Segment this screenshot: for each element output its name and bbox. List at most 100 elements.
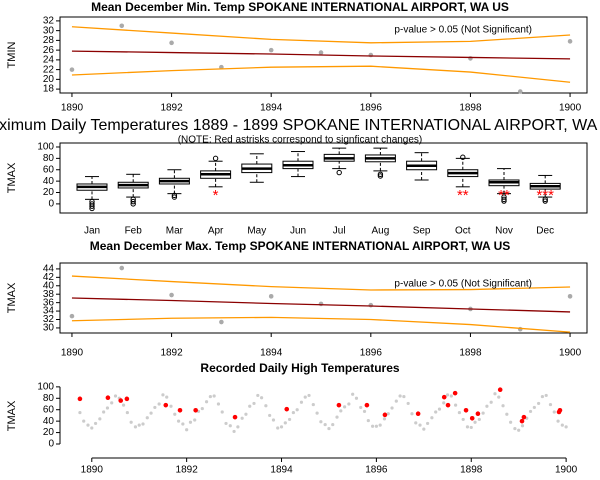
x-tick-label: 1900 bbox=[559, 103, 582, 114]
y-tick-label: 38 bbox=[43, 289, 55, 300]
x-tick-label: 1898 bbox=[459, 348, 482, 359]
daily-high bbox=[121, 403, 126, 407]
y-tick-label: 28 bbox=[43, 35, 55, 46]
x-tick-label: Jun bbox=[290, 226, 306, 237]
outlier bbox=[542, 196, 548, 203]
y-tick-label: 40 bbox=[43, 280, 55, 291]
record-high bbox=[364, 402, 370, 408]
daily-high bbox=[366, 418, 370, 423]
record-high bbox=[177, 407, 183, 413]
daily-high bbox=[93, 421, 98, 426]
daily-high bbox=[406, 401, 410, 406]
daily-high bbox=[537, 401, 541, 406]
lower-band bbox=[71, 316, 571, 333]
daily-high bbox=[445, 393, 450, 397]
y-tick-label: 20 bbox=[43, 427, 55, 438]
daily-high bbox=[311, 402, 315, 407]
significance-asterisk: * bbox=[213, 187, 219, 204]
y-tick-label: 32 bbox=[43, 16, 55, 27]
daily-high bbox=[469, 425, 473, 430]
y-tick-label: 32 bbox=[43, 314, 55, 325]
upper-band bbox=[71, 26, 571, 44]
y-tick-label: 20 bbox=[43, 74, 55, 85]
y-tick-label: 80 bbox=[43, 153, 55, 164]
daily-high bbox=[520, 424, 525, 428]
daily-high bbox=[323, 422, 327, 427]
x-tick-label: 1892 bbox=[160, 348, 183, 359]
y-tick-label: 100 bbox=[37, 381, 54, 392]
daily-high bbox=[390, 406, 394, 410]
data-point bbox=[119, 265, 125, 271]
outlier bbox=[460, 154, 466, 160]
record-high bbox=[232, 414, 238, 420]
daily-high bbox=[402, 394, 406, 399]
daily-high bbox=[252, 401, 256, 406]
daily-high bbox=[220, 410, 224, 414]
daily-high bbox=[78, 410, 82, 415]
daily-high bbox=[430, 416, 434, 420]
outlier bbox=[377, 173, 384, 179]
daily-high bbox=[437, 407, 442, 411]
trend-line bbox=[71, 297, 571, 313]
daily-high bbox=[193, 418, 197, 422]
outlier bbox=[336, 169, 342, 176]
data-point bbox=[567, 39, 573, 44]
y-tick-label: 0 bbox=[48, 439, 54, 450]
daily-high bbox=[133, 425, 138, 429]
record-high bbox=[475, 411, 481, 417]
daily-high bbox=[477, 417, 481, 422]
x-tick-label: 1892 bbox=[160, 103, 183, 114]
record-high bbox=[163, 402, 169, 408]
daily-high bbox=[185, 428, 189, 432]
daily-high bbox=[307, 393, 311, 398]
y-tick-label: 44 bbox=[43, 264, 55, 275]
daily-high bbox=[442, 401, 446, 405]
y-tick-label: 40 bbox=[43, 176, 55, 187]
daily-high bbox=[248, 404, 252, 408]
daily-high bbox=[370, 424, 375, 428]
daily-high bbox=[98, 417, 102, 421]
y-tick-label: 80 bbox=[43, 393, 55, 404]
chart-subtitle: (NOTE: Red astrisks correspond to signfi… bbox=[178, 135, 423, 146]
daily-high bbox=[137, 423, 141, 427]
data-point bbox=[169, 292, 174, 298]
y-tick-label: 42 bbox=[43, 272, 55, 283]
daily-high bbox=[181, 422, 185, 426]
daily-high bbox=[149, 411, 153, 415]
y-tick-label: 100 bbox=[37, 142, 54, 153]
daily-high bbox=[161, 393, 165, 397]
daily-high bbox=[552, 410, 556, 414]
y-tick-label: 30 bbox=[43, 323, 55, 334]
daily-high bbox=[200, 406, 204, 411]
y-tick-label: 40 bbox=[43, 416, 55, 427]
daily-high bbox=[295, 408, 299, 412]
data-point bbox=[169, 40, 174, 46]
daily-high bbox=[208, 394, 212, 399]
daily-high bbox=[517, 428, 521, 432]
daily-high bbox=[497, 395, 501, 399]
x-tick-label: Aug bbox=[372, 226, 390, 237]
outlier bbox=[212, 155, 219, 162]
record-high bbox=[105, 395, 111, 401]
record-high bbox=[124, 396, 130, 402]
record-high bbox=[77, 396, 83, 402]
data-point bbox=[567, 294, 573, 299]
significance-asterisk: ** bbox=[498, 187, 510, 204]
x-tick-label: 1898 bbox=[460, 465, 483, 476]
daily-high bbox=[86, 423, 90, 427]
daily-high bbox=[354, 396, 359, 400]
daily-high bbox=[279, 425, 284, 429]
data-point bbox=[119, 23, 125, 29]
daily-high bbox=[90, 426, 94, 430]
chart-title: Mean December Min. Temp SPOKANE INTERNAT… bbox=[91, 0, 509, 14]
daily-high bbox=[386, 412, 390, 416]
plot-frame bbox=[59, 16, 588, 94]
daily-high bbox=[335, 415, 339, 419]
daily-high bbox=[319, 420, 323, 424]
trend-line bbox=[71, 50, 571, 60]
daily-high bbox=[489, 400, 493, 404]
daily-high bbox=[303, 395, 307, 399]
data-point bbox=[268, 294, 274, 299]
daily-high bbox=[82, 419, 86, 423]
